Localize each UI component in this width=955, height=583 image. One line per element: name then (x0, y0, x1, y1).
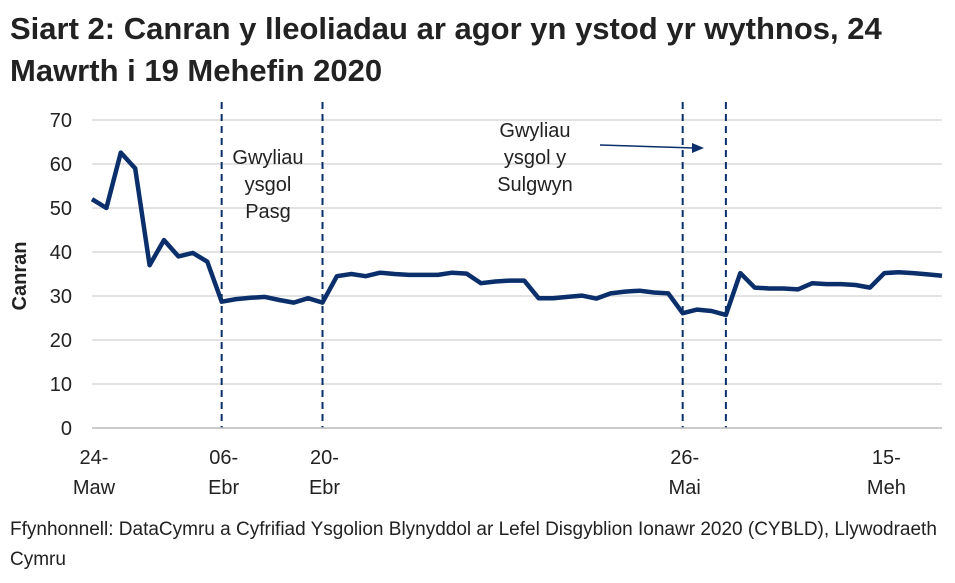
y-tick-label: 60 (50, 154, 72, 176)
y-tick-label: 70 (50, 110, 72, 132)
annotation-line: Pasg (245, 201, 291, 223)
x-tick-label: 15- (872, 447, 901, 469)
x-tick-label: Ebr (208, 477, 239, 499)
y-axis-label: Canran (9, 242, 31, 311)
x-tick-label: 06- (209, 447, 238, 469)
x-tick-label: Maw (73, 477, 116, 499)
chart-title: Siart 2: Canran y lleoliadau ar agor yn … (10, 11, 882, 88)
y-tick-label: 20 (50, 330, 72, 352)
holiday-markers (220, 102, 727, 428)
source-note: Ffynhonnell: DataCymru a Cyfrifiad Ysgol… (10, 519, 937, 570)
y-tick-label: 30 (50, 286, 72, 308)
series-line (90, 150, 943, 318)
y-tick-label: 0 (61, 418, 72, 440)
x-tick-label: 20- (310, 447, 339, 469)
x-tick-label: Ebr (309, 477, 340, 499)
annotation-line: ysgol (245, 174, 292, 196)
annotation-line: Gwyliau (499, 120, 570, 142)
y-tick-label: 50 (50, 198, 72, 220)
y-tick-label: 10 (50, 374, 72, 396)
annotation-line: ysgol y (504, 147, 566, 169)
annotation-line: Gwyliau (232, 147, 303, 169)
x-tick-label: Mai (669, 477, 701, 499)
y-axis-ticks: 0 10 20 30 40 50 60 70 (50, 110, 72, 440)
annotation-whitsun: Gwyliau ysgol y Sulgwyn (497, 120, 573, 196)
gridlines (92, 119, 942, 385)
x-tick-label: 24- (80, 447, 109, 469)
y-tick-label: 40 (50, 242, 72, 264)
data-points (91, 152, 943, 316)
annotation-arrow (599, 143, 704, 153)
x-tick-label: 26- (670, 447, 699, 469)
x-tick-label: Meh (867, 477, 906, 499)
annotation-easter: Gwyliau ysgol Pasg (232, 147, 303, 223)
annotation-line: Sulgwyn (497, 174, 573, 196)
x-axis-ticks: 24- Maw 06- Ebr 20- Ebr 26- Mai 15- Meh (73, 447, 906, 499)
